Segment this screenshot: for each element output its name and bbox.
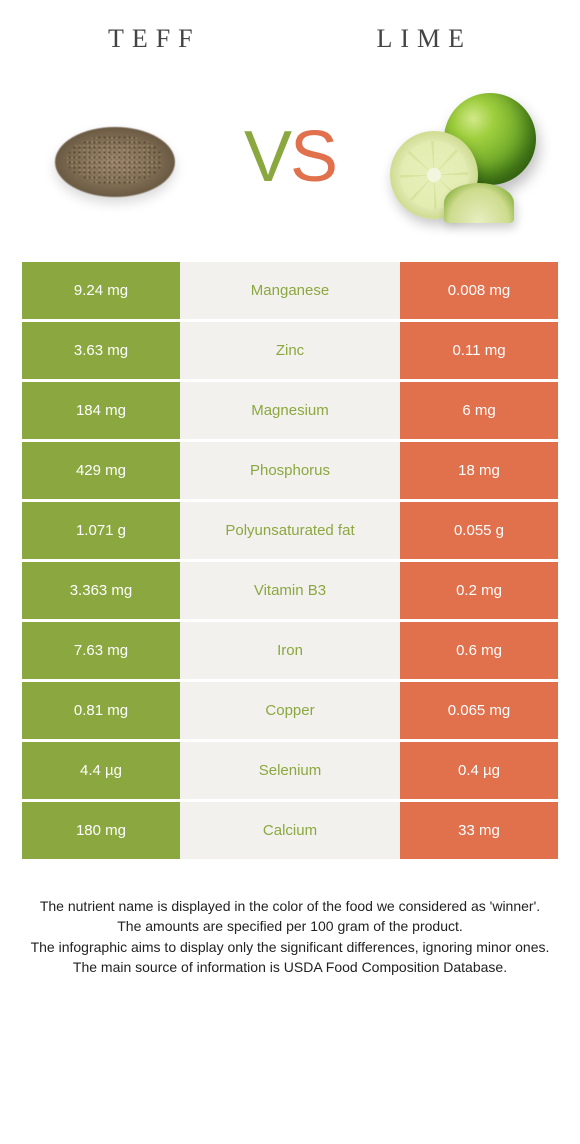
value-right: 18 mg [400, 442, 558, 499]
value-left: 429 mg [22, 442, 180, 499]
vs-label: VS [244, 116, 336, 198]
value-right: 33 mg [400, 802, 558, 859]
table-row: 184 mgMagnesium6 mg [22, 382, 558, 439]
footnote-line: The nutrient name is displayed in the co… [28, 896, 552, 916]
value-left: 4.4 µg [22, 742, 180, 799]
vs-v: V [244, 117, 290, 197]
value-right: 0.065 mg [400, 682, 558, 739]
nutrient-label: Magnesium [180, 382, 400, 439]
value-right: 0.2 mg [400, 562, 558, 619]
nutrient-label: Phosphorus [180, 442, 400, 499]
nutrient-label: Iron [180, 622, 400, 679]
nutrient-label: Copper [180, 682, 400, 739]
table-row: 7.63 mgIron0.6 mg [22, 622, 558, 679]
food-title-left: Teff [108, 24, 201, 54]
footnote: The nutrient name is displayed in the co… [0, 862, 580, 977]
value-right: 0.055 g [400, 502, 558, 559]
table-row: 3.63 mgZinc0.11 mg [22, 322, 558, 379]
nutrient-label: Vitamin B3 [180, 562, 400, 619]
value-left: 0.81 mg [22, 682, 180, 739]
value-right: 0.4 µg [400, 742, 558, 799]
lime-icon [390, 87, 540, 227]
nutrient-label: Calcium [180, 802, 400, 859]
footnote-line: The amounts are specified per 100 gram o… [28, 916, 552, 936]
table-row: 4.4 µgSelenium0.4 µg [22, 742, 558, 799]
food-title-right: Lime [377, 24, 473, 54]
nutrient-label: Selenium [180, 742, 400, 799]
comparison-header: Teff Lime [0, 0, 580, 72]
hero-row: VS [0, 72, 580, 262]
table-row: 1.071 gPolyunsaturated fat0.055 g [22, 502, 558, 559]
value-left: 3.63 mg [22, 322, 180, 379]
value-right: 0.008 mg [400, 262, 558, 319]
table-row: 9.24 mgManganese0.008 mg [22, 262, 558, 319]
nutrient-table: 9.24 mgManganese0.008 mg3.63 mgZinc0.11 … [0, 262, 580, 859]
food-image-left [40, 82, 190, 232]
footnote-line: The main source of information is USDA F… [28, 957, 552, 977]
table-row: 3.363 mgVitamin B30.2 mg [22, 562, 558, 619]
value-right: 6 mg [400, 382, 558, 439]
teff-icon [50, 107, 180, 207]
vs-s: S [290, 117, 336, 197]
value-right: 0.11 mg [400, 322, 558, 379]
table-row: 180 mgCalcium33 mg [22, 802, 558, 859]
nutrient-label: Polyunsaturated fat [180, 502, 400, 559]
footnote-line: The infographic aims to display only the… [28, 937, 552, 957]
value-left: 180 mg [22, 802, 180, 859]
table-row: 429 mgPhosphorus18 mg [22, 442, 558, 499]
table-row: 0.81 mgCopper0.065 mg [22, 682, 558, 739]
value-left: 3.363 mg [22, 562, 180, 619]
nutrient-label: Manganese [180, 262, 400, 319]
value-left: 184 mg [22, 382, 180, 439]
nutrient-label: Zinc [180, 322, 400, 379]
value-left: 9.24 mg [22, 262, 180, 319]
value-left: 1.071 g [22, 502, 180, 559]
value-right: 0.6 mg [400, 622, 558, 679]
value-left: 7.63 mg [22, 622, 180, 679]
food-image-right [390, 82, 540, 232]
